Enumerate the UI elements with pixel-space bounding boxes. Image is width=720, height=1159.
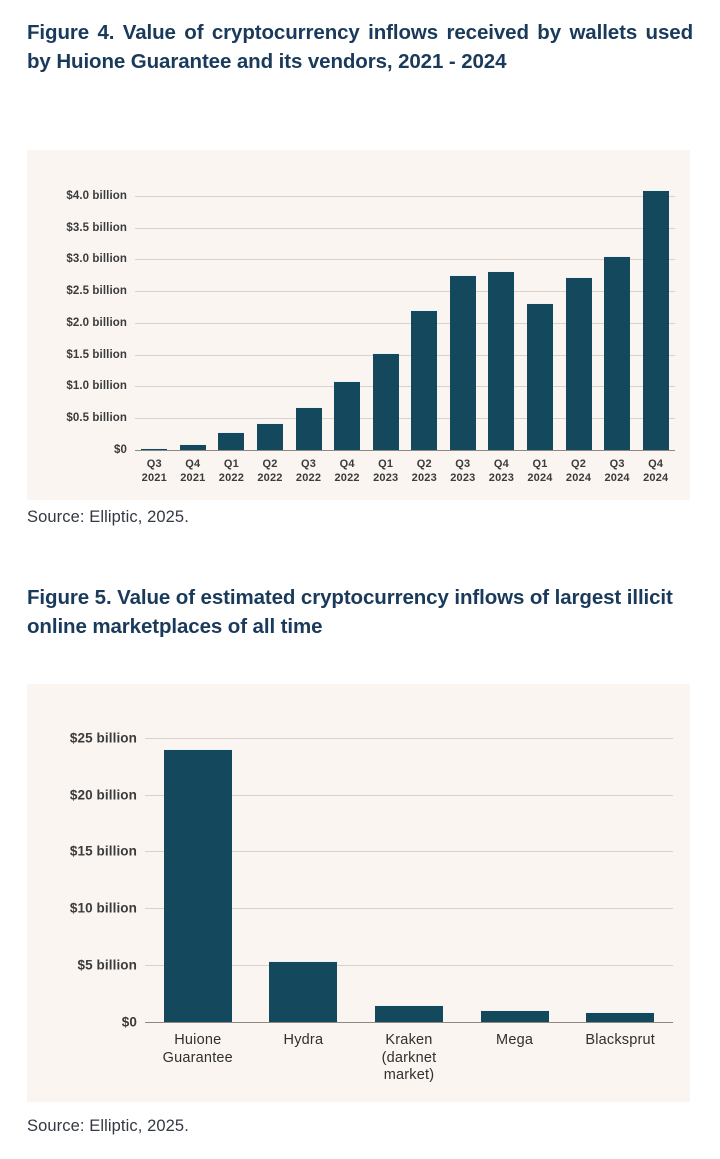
y-axis-tick-label: $1.0 billion [66,380,127,393]
x-axis-tick-label: Q4 2022 [334,458,360,484]
bar [295,406,322,450]
y-axis-tick-label: $10 billion [69,900,137,916]
gridline [145,965,673,967]
figure5-source-caption: Source: Elliptic, 2025. [27,1117,189,1135]
gridline [145,908,673,910]
bar [257,422,283,450]
bar [372,353,399,450]
y-axis-tick-label: $1.5 billion [66,348,127,361]
figure4-plot-area: $0 $0.5 billion $1.0 billion $1.5 billion $2… [27,150,690,500]
gridline [135,195,675,197]
x-axis-tick-label: Q3 2024 [604,458,630,484]
bar [179,443,206,450]
x-axis-tick-label: Q4 2024 [643,458,669,484]
gridline [145,737,673,739]
figure4-chart: $0 $0.5 billion $1.0 billion $1.5 billion $2… [27,150,690,500]
y-axis-tick-label: $3.5 billion [66,221,127,234]
gridline [145,794,673,796]
x-axis-tick-label: Q1 2024 [527,458,553,484]
bar [527,302,553,450]
bar [604,256,631,450]
x-axis-tick-label: Q3 2021 [141,458,167,484]
bar [269,960,338,1022]
figure5-plot-area: $0 $5 billion $10 billion $15 billion $20 bi… [27,684,690,1102]
x-axis-tick-label: Q2 2022 [257,458,283,484]
figure4-source-caption: Source: Elliptic, 2025. [27,508,189,526]
gridline [145,851,673,853]
y-axis-tick-label: $0.5 billion [66,412,127,425]
gridline [135,322,675,324]
y-axis-tick-label: $4.0 billion [66,189,127,202]
x-axis-tick-label: Q3 2022 [295,458,322,484]
axis-baseline [135,450,675,451]
y-axis-tick-label: $5 billion [77,957,137,973]
x-axis-tick-label: Hydra [283,1032,324,1048]
bar [449,275,476,450]
y-axis-labels: $0 $0.5 billion $1.0 billion $1.5 billion $2… [27,150,127,500]
y-axis-tick-label: $15 billion [69,843,137,859]
y-axis-tick-label: $3.0 billion [66,253,127,266]
x-axis-tick-label: Q4 2021 [180,458,206,484]
bar [375,1004,443,1022]
bar [163,749,232,1022]
gridline [135,227,675,229]
gridline [135,291,675,293]
x-axis-tick-label: Kraken (darknet market) [381,1032,437,1084]
x-axis-tick-label: Blacksprut [585,1032,656,1048]
x-axis-tick-label: Q1 2023 [373,458,399,484]
gridline [135,418,675,420]
bar [565,277,592,450]
axis-baseline [145,1022,673,1023]
gridline [135,354,675,356]
y-axis-tick-label: $2.0 billion [66,316,127,329]
x-axis-tick-label: Q1 2022 [218,458,245,484]
figure5-chart: $0 $5 billion $10 billion $15 billion $20 bi… [27,684,690,1102]
bar [642,189,669,450]
bar [141,448,168,450]
y-axis-tick-label: $2.5 billion [66,285,127,298]
figure4-title: Figure 4. Value of cryptocurrency inflow… [27,21,693,74]
y-axis-tick-label: $0 [121,1014,137,1030]
bar [586,1012,655,1022]
x-axis-tick-label: Q3 2023 [450,458,476,484]
y-axis-labels: $0 $5 billion $10 billion $15 billion $20 bi… [27,684,137,1102]
bar [218,432,245,450]
x-axis-tick-label: Huione Guarantee [162,1032,233,1066]
bar [411,310,438,450]
y-axis-tick-label: $0 [114,444,127,456]
bar [480,1009,549,1022]
y-axis-tick-label: $20 billion [69,787,137,803]
bar [334,381,361,450]
x-axis-tick-label: Q2 2023 [411,458,437,484]
gridline [135,259,675,261]
gridline [135,386,675,388]
x-axis-tick-label: Q4 2023 [488,458,515,484]
x-axis-tick-label: Q2 2024 [565,458,592,484]
figure5-title: Figure 5. Value of estimated cryptocurre… [27,586,673,639]
x-axis-tick-label: Mega [496,1032,534,1048]
bar [488,270,515,450]
y-axis-tick-label: $25 billion [69,730,137,746]
